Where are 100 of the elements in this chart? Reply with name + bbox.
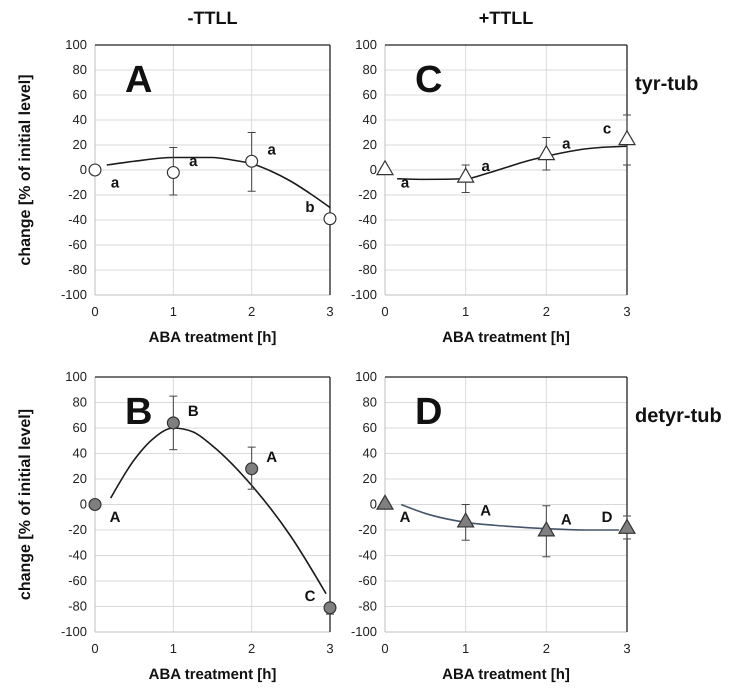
y-tick-label: 100: [65, 369, 87, 384]
y-tick-label: -100: [350, 287, 377, 302]
point: [88, 163, 102, 177]
y-tick-label: -60: [358, 237, 377, 252]
annotation: D: [602, 508, 613, 526]
y-tick-label: -80: [358, 598, 377, 614]
y-tick-label: -20: [358, 187, 377, 202]
y-tick-label: -40: [68, 548, 87, 563]
y-tick-label: 40: [362, 446, 377, 461]
x-tick-label: 1: [170, 641, 177, 656]
chart-title: +TTLL: [478, 8, 534, 28]
y-axis-title: change [% of initial level]: [17, 74, 34, 266]
annotation: C: [304, 588, 316, 606]
x-tick-label: 1: [170, 304, 177, 320]
x-tick-label: 0: [381, 641, 389, 656]
x-tick-label: 1: [462, 304, 470, 320]
y-tick-label: 40: [72, 446, 87, 461]
y-tick-label: 20: [362, 137, 377, 152]
x-tick-label: 0: [91, 641, 99, 656]
x-tick-label: 2: [248, 304, 256, 320]
y-tick-label: -60: [358, 573, 377, 588]
y-tick-label: 80: [72, 62, 87, 78]
point: [376, 160, 394, 176]
annotation: A: [110, 508, 121, 526]
point: [376, 494, 394, 510]
y-tick-label: -60: [68, 573, 87, 588]
y-tick-label: 60: [362, 87, 377, 102]
x-tick-label: 0: [381, 304, 389, 320]
x-tick-label: 1: [462, 641, 470, 656]
x-tick-label: 2: [542, 304, 550, 320]
y-tick-label: -20: [68, 187, 87, 202]
annotation: a: [267, 142, 276, 158]
point: [618, 130, 636, 146]
annotation: B: [125, 391, 152, 433]
y-tick-label: 20: [362, 471, 377, 486]
y-tick-label: -80: [68, 598, 87, 614]
point: [166, 166, 180, 180]
annotation: c: [602, 120, 612, 138]
y-tick-label: -40: [358, 548, 377, 563]
y-tick-label: 0: [370, 162, 377, 178]
point: [457, 512, 474, 528]
y-tick-label: 60: [362, 420, 377, 436]
point: [538, 521, 555, 536]
point: [538, 145, 555, 160]
y-tick-label: -20: [358, 522, 377, 538]
y-tick-label: -100: [60, 287, 87, 302]
y-tick-label: 80: [72, 394, 87, 410]
x-axis-title: ABA treatment [h]: [148, 666, 276, 683]
point: [245, 462, 258, 476]
y-tick-label: 100: [65, 37, 87, 52]
y-tick-label: 60: [72, 87, 87, 102]
point: [166, 416, 180, 430]
x-axis-title: ABA treatment [h]: [148, 329, 276, 346]
annotation: a: [400, 174, 410, 192]
y-tick-label: -40: [68, 212, 87, 228]
point: [88, 498, 102, 512]
annotation: A: [480, 502, 492, 520]
y-tick-label: -100: [350, 624, 377, 640]
annotation: b: [305, 199, 315, 216]
x-tick-label: 0: [91, 304, 99, 320]
y-tick-label: 100: [355, 369, 377, 384]
y-tick-label: 20: [72, 137, 87, 152]
annotation: B: [188, 403, 199, 420]
x-axis-title: ABA treatment [h]: [442, 329, 570, 346]
y-tick-label: -80: [358, 262, 377, 278]
text: detyr-tub: [635, 405, 722, 427]
y-tick-label: -100: [60, 624, 87, 640]
y-tick-label: 60: [72, 420, 87, 436]
annotation: A: [400, 508, 411, 526]
point: [618, 518, 636, 534]
text: tyr-tub: [635, 73, 698, 95]
point: [323, 601, 337, 614]
annotation: a: [481, 158, 490, 175]
x-tick-label: 2: [542, 641, 550, 656]
point: [323, 212, 337, 226]
point: [457, 168, 474, 183]
annotation: D: [415, 391, 442, 433]
y-tick-label: 0: [370, 496, 377, 512]
annotation: C: [415, 59, 442, 101]
y-tick-label: 80: [362, 62, 377, 78]
y-tick-label: 40: [72, 112, 87, 128]
x-tick-label: 3: [623, 641, 631, 656]
x-tick-label: 2: [248, 641, 256, 656]
y-tick-label: -80: [68, 262, 87, 278]
annotation: a: [110, 174, 120, 192]
y-tick-label: -20: [68, 522, 87, 538]
annotation: A: [125, 59, 152, 101]
y-tick-label: 0: [80, 162, 87, 178]
y-tick-label: 80: [362, 394, 377, 410]
annotation: a: [562, 135, 572, 152]
y-tick-label: 100: [355, 37, 377, 52]
x-tick-label: 3: [326, 641, 334, 656]
annotation: A: [560, 512, 572, 529]
y-tick-label: -60: [68, 237, 87, 252]
y-tick-label: 0: [80, 496, 87, 512]
y-axis-title: change [% of initial level]: [17, 408, 34, 600]
x-tick-label: 3: [326, 304, 334, 320]
annotation: A: [266, 449, 278, 466]
chart-title: -TTLL: [188, 8, 238, 28]
point: [245, 154, 258, 168]
